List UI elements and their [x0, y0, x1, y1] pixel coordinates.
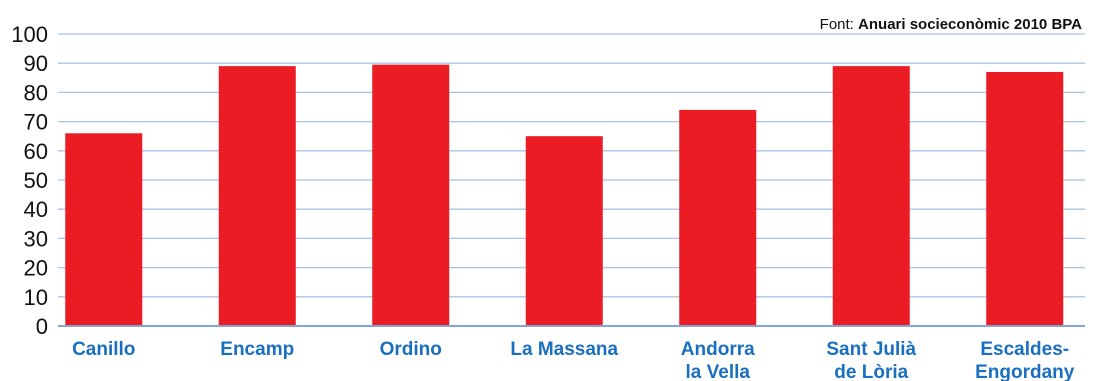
category-label-line: Canillo: [72, 339, 135, 360]
bar-0: [65, 133, 143, 326]
category-label-line: la Vella: [686, 362, 751, 381]
bars: [65, 64, 1064, 327]
y-tick-label-80: 80: [24, 80, 48, 105]
y-tick-label-0: 0: [36, 314, 48, 339]
category-label-1: Encamp: [220, 339, 294, 360]
bar-4: [679, 109, 757, 326]
category-label-4: Andorra la Vella: [681, 339, 755, 381]
y-axis-tick-labels: 0 10 20 30 40 50 60 70 80 90 100: [11, 22, 48, 339]
bar-6: [986, 71, 1064, 327]
y-tick-label-30: 30: [24, 226, 48, 251]
y-tick-label-50: 50: [24, 168, 48, 193]
source-note: Font: Anuari socieconòmic 2010 BPA: [820, 16, 1082, 33]
bar-2: [372, 64, 450, 326]
source-name: Anuari socieconòmic 2010 BPA: [858, 16, 1082, 33]
category-label-2: Ordino: [380, 339, 442, 360]
category-label-line: Andorra: [681, 339, 755, 360]
category-label-line: La Massana: [510, 339, 618, 360]
category-label-line: Sant Julià: [826, 339, 916, 360]
category-label-6: Escaldes- Engordany: [975, 339, 1075, 381]
y-tick-label-70: 70: [24, 110, 48, 135]
category-label-0: Canillo: [72, 339, 135, 360]
bar-5: [832, 66, 910, 327]
category-label-line: Escaldes-: [980, 339, 1069, 360]
category-label-3: La Massana: [510, 339, 618, 360]
category-label-line: Engordany: [975, 362, 1075, 381]
y-tick-label-100: 100: [11, 22, 48, 47]
category-label-line: Encamp: [220, 339, 294, 360]
y-tick-label-90: 90: [24, 51, 48, 76]
source-prefix: Font:: [820, 16, 858, 33]
y-tick-label-60: 60: [24, 139, 48, 164]
y-tick-label-20: 20: [24, 256, 48, 281]
category-label-line: de Lòria: [834, 362, 908, 381]
y-tick-label-40: 40: [24, 197, 48, 222]
bar-3: [525, 136, 603, 326]
bar-1: [218, 66, 296, 327]
category-label-5: Sant Julià de Lòria: [826, 339, 916, 381]
y-tick-label-10: 10: [24, 285, 48, 310]
x-axis-category-labels: Canillo Encamp Ordino La Massana Andorra la V…: [72, 339, 1075, 381]
category-label-line: Ordino: [380, 339, 442, 360]
